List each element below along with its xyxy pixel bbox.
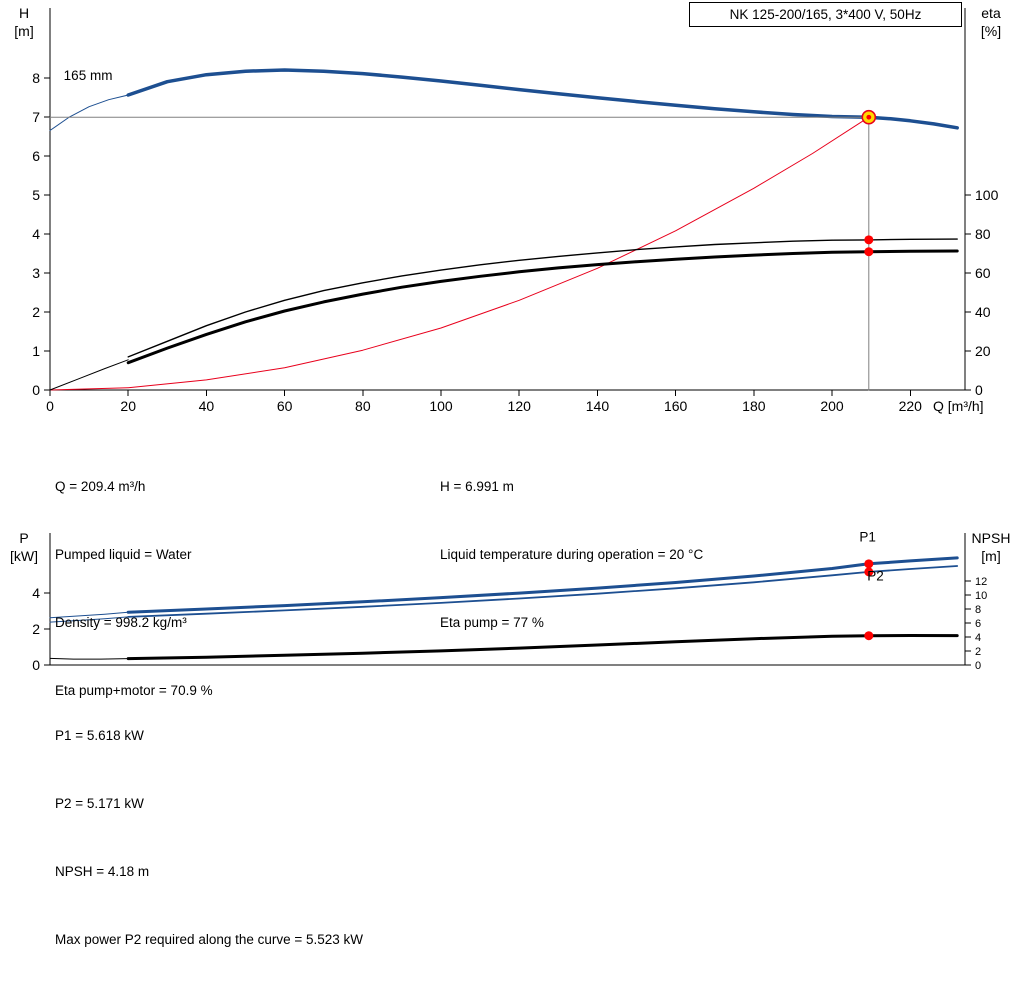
p2-label: P2 — [867, 568, 884, 583]
duty-info-left: Q = 209.4 m³/h Pumped liquid = Water Den… — [55, 431, 213, 747]
chart1-y-axis-title: H — [19, 5, 29, 21]
chart1-y-axis-title: [m] — [14, 23, 33, 39]
chart2-y2-tick-label: 10 — [975, 590, 987, 602]
chart1-y2-tick-label: 100 — [975, 187, 999, 203]
chart1-y-tick-label: 0 — [32, 382, 40, 398]
duty-info-right: H = 6.991 m Liquid temperature during op… — [440, 431, 703, 680]
system-curve — [49, 116, 870, 391]
chart1-y-tick-label: 5 — [32, 187, 40, 203]
p1-curve-ext — [49, 611, 129, 619]
duty-point-center — [866, 114, 872, 120]
chart2-y-axis-title: [kW] — [10, 548, 38, 564]
chart1-x-tick-label: 180 — [742, 398, 766, 414]
pump-performance-panel: 0 20 40 60 80 100 120 140 160 180 200 220 0 1 2 3 4 5 6 7 8 0… — [10, 2, 1011, 947]
chart1-x-tick-label: 0 — [46, 398, 54, 414]
chart2-y-axis-title: P — [19, 530, 28, 546]
eta-pump-curve — [127, 238, 958, 358]
chart2-y2-tick-label: 0 — [975, 660, 981, 672]
chart1-x-tick-label: 120 — [508, 398, 532, 414]
chart2-y2-tick-label: 4 — [975, 632, 981, 644]
pump-curves-svg: 0 20 40 60 80 100 120 140 160 180 200 2200123456780… — [10, 5, 1011, 673]
chart1-y-tick-label: 8 — [32, 70, 40, 86]
eta-pump-motor-point — [864, 247, 874, 257]
power-info: P1 = 5.618 kW P2 = 5.171 kW NPSH = 4.18 … — [55, 680, 363, 996]
pumped-liquid-readout: Pumped liquid = Water — [55, 546, 192, 562]
chart1-y2-tick-label: 0 — [975, 382, 983, 398]
chart2-y2-tick-label: 6 — [975, 618, 981, 630]
chart1-x-tick-label: 100 — [429, 398, 453, 414]
chart1-y2-tick-label: 80 — [975, 226, 991, 242]
liquid-temperature-readout: Liquid temperature during operation = 20… — [440, 546, 704, 562]
chart1-y2-axis-title: eta — [981, 5, 1001, 21]
head-readout: H = 6.991 m — [440, 479, 514, 495]
chart1-x-tick-label: 160 — [664, 398, 688, 414]
eta-pump-motor-readout: Eta pump+motor = 70.9 % — [55, 682, 213, 698]
eta-ext — [49, 359, 129, 391]
pump-title-box: NK 125-200/165, 3*400 V, 50Hz — [689, 2, 962, 27]
head-curve — [126, 68, 959, 130]
chart1-y-tick-label: 2 — [32, 304, 40, 320]
chart1-y2-tick-label: 40 — [975, 304, 991, 320]
density-readout: Density = 998.2 kg/m³ — [55, 614, 187, 630]
eta-pump-motor-curve — [126, 249, 959, 365]
max-power-readout: Max power P2 required along the curve = … — [55, 931, 364, 947]
chart2-y-tick-label: 2 — [32, 621, 40, 637]
chart1-y-tick-label: 1 — [32, 343, 40, 359]
chart2-y2-axis-title: NPSH — [972, 530, 1011, 546]
p2-point — [864, 567, 874, 577]
chart1-x-tick-label: 20 — [120, 398, 136, 414]
eta-pump-point — [864, 235, 874, 245]
chart2-y-tick-label: 4 — [32, 585, 40, 601]
chart1-x-tick-label: 60 — [277, 398, 293, 414]
chart2-y2-axis-title: [m] — [981, 548, 1000, 564]
impeller-diameter-label: 165 mm — [64, 68, 113, 83]
chart1-x-tick-label: 140 — [586, 398, 610, 414]
chart1-y-tick-label: 6 — [32, 148, 40, 164]
chart1-x-tick-label: 40 — [199, 398, 215, 414]
chart1-y-tick-label: 4 — [32, 226, 40, 242]
chart1-y-tick-label: 7 — [32, 109, 40, 125]
eta-pump-readout: Eta pump = 77 % — [440, 614, 544, 630]
p2-readout: P2 = 5.171 kW — [55, 795, 144, 811]
chart1-x-tick-label: 80 — [355, 398, 371, 414]
chart1-x-axis-title: Q [m³/h] — [933, 398, 984, 414]
chart1-y2-tick-label: 60 — [975, 265, 991, 281]
flow-readout: Q = 209.4 m³/h — [55, 479, 146, 495]
p1-point — [864, 559, 874, 569]
chart1-y2-tick-label: 20 — [975, 343, 991, 359]
npsh-readout: NPSH = 4.18 m — [55, 863, 150, 879]
chart2-y2-tick-label: 8 — [975, 604, 981, 616]
head-curve-ext — [49, 94, 129, 131]
chart1-x-tick-label: 220 — [899, 398, 923, 414]
p2-curve-ext — [49, 616, 129, 623]
p1-readout: P1 = 5.618 kW — [55, 728, 144, 744]
chart1-y-tick-label: 3 — [32, 265, 40, 281]
chart1-x-tick-label: 200 — [820, 398, 844, 414]
npsh-point — [864, 631, 874, 641]
chart2-y-tick-label: 0 — [32, 657, 40, 673]
chart1-y2-axis-title: [%] — [981, 23, 1001, 39]
chart2-y2-tick-label: 2 — [975, 646, 981, 658]
p1-label: P1 — [859, 530, 876, 545]
chart2-y2-tick-label: 12 — [975, 576, 987, 588]
npsh-curve-ext — [49, 657, 129, 660]
